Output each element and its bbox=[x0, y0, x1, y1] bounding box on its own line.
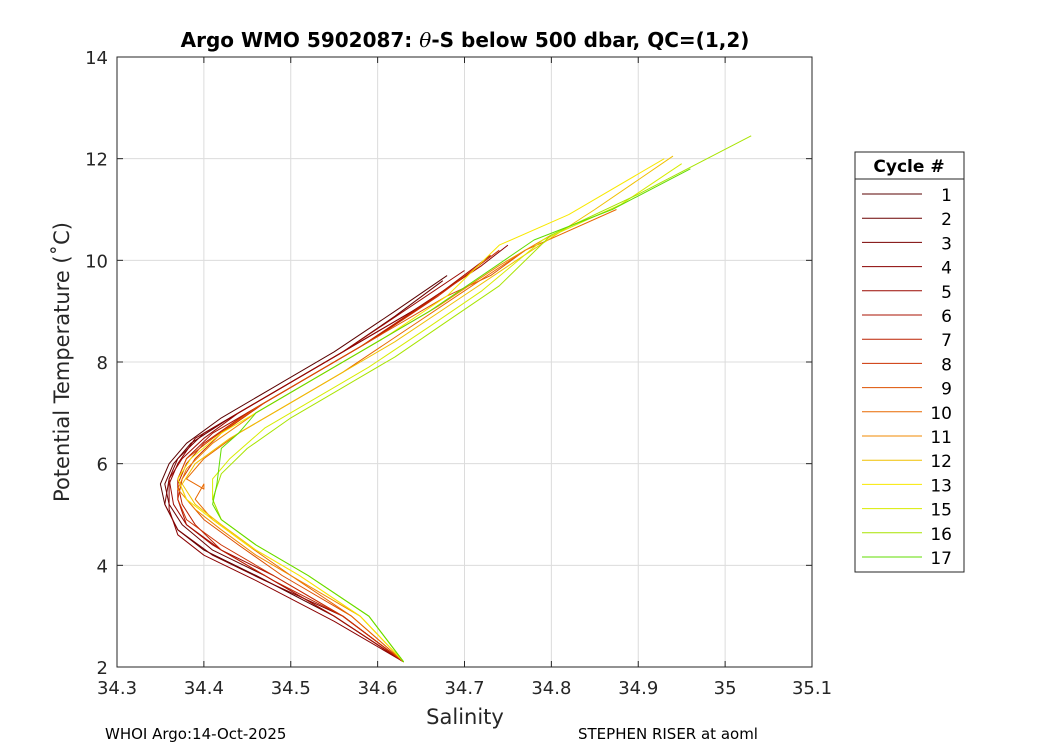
legend-label-cycle-16: 16 bbox=[930, 525, 952, 545]
legend-title: Cycle # bbox=[873, 157, 944, 177]
series-line-cycle-16 bbox=[212, 135, 752, 663]
x-tick-label: 35 bbox=[714, 678, 737, 699]
legend-label-cycle-13: 13 bbox=[930, 476, 952, 496]
series-line-cycle-9 bbox=[177, 249, 526, 663]
legend-box bbox=[854, 151, 965, 573]
y-tick-label: 6 bbox=[97, 455, 108, 476]
x-tick-label: 34.3 bbox=[97, 678, 137, 699]
legend-label-cycle-15: 15 bbox=[930, 501, 952, 521]
x-tick-label: 34.7 bbox=[444, 678, 484, 699]
legend-label-cycle-12: 12 bbox=[930, 452, 952, 472]
series-lines bbox=[159, 135, 752, 663]
legend-label-cycle-4: 4 bbox=[941, 259, 952, 279]
x-tick-label: 34.4 bbox=[184, 678, 224, 699]
legend-label-cycle-3: 3 bbox=[941, 234, 952, 254]
y-tick-label: 10 bbox=[85, 251, 108, 272]
y-tick-label: 2 bbox=[97, 658, 108, 679]
series-line-cycle-17 bbox=[212, 168, 691, 663]
legend-label-cycle-7: 7 bbox=[941, 331, 952, 351]
legend-label-cycle-1: 1 bbox=[941, 186, 952, 206]
x-tick-label: 34.6 bbox=[358, 678, 398, 699]
legend-label-cycle-10: 10 bbox=[930, 404, 952, 424]
y-axis-label: Potential Temperature (˚C) bbox=[50, 222, 74, 502]
axis-ticks bbox=[116, 56, 813, 668]
x-tick-label: 34.9 bbox=[618, 678, 658, 699]
y-tick-label: 14 bbox=[85, 48, 108, 69]
chart-title: Argo WMO 5902087: θ-S below 500 dbar, QC… bbox=[181, 28, 750, 52]
series-line-cycle-11 bbox=[177, 234, 552, 663]
legend-label-cycle-6: 6 bbox=[941, 307, 952, 327]
chart-title-prefix: Argo WMO 5902087: bbox=[181, 28, 420, 52]
x-axis-label: Salinity bbox=[426, 705, 504, 729]
y-tick-labels: 2 4 6 8 10 12 14 bbox=[85, 48, 108, 679]
series-line-cycle-15 bbox=[212, 163, 682, 663]
series-line-cycle-10 bbox=[186, 209, 617, 663]
x-tick-label: 35.1 bbox=[792, 678, 832, 699]
series-line-cycle-5 bbox=[168, 270, 465, 663]
legend-label-cycle-5: 5 bbox=[941, 283, 952, 303]
chart-title-theta: θ bbox=[419, 28, 431, 52]
y-tick-label: 12 bbox=[85, 150, 108, 171]
chart-title-suffix: -S below 500 dbar, QC=(1,2) bbox=[431, 28, 749, 52]
y-tick-label: 4 bbox=[97, 556, 108, 577]
x-tick-label: 34.5 bbox=[271, 678, 311, 699]
series-line-cycle-1 bbox=[159, 275, 448, 663]
series-line-cycle-4 bbox=[168, 244, 509, 663]
series-line-cycle-3 bbox=[164, 270, 474, 663]
x-tick-label: 34.8 bbox=[531, 678, 571, 699]
legend-label-cycle-2: 2 bbox=[941, 210, 952, 230]
legend-label-cycle-9: 9 bbox=[941, 380, 952, 400]
legend-label-cycle-11: 11 bbox=[930, 428, 952, 448]
footer-left-text: WHOI Argo:14-Oct-2025 bbox=[105, 725, 287, 743]
y-tick-label: 8 bbox=[97, 353, 108, 374]
legend-label-cycle-8: 8 bbox=[941, 355, 952, 375]
series-line-cycle-13 bbox=[177, 158, 665, 663]
grid bbox=[116, 56, 813, 668]
x-tick-labels: 34.3 34.4 34.5 34.6 34.7 34.8 34.9 35 35.1 bbox=[97, 678, 832, 699]
legend-label-cycle-17: 17 bbox=[930, 549, 952, 569]
footer-right-text: STEPHEN RISER at aoml bbox=[578, 725, 758, 743]
